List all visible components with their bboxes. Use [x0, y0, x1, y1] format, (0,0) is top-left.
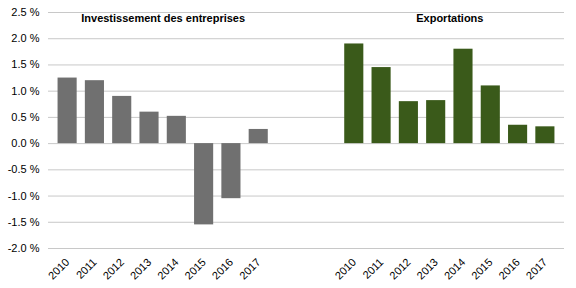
svg-text:2015: 2015 — [182, 256, 208, 282]
svg-text:2012: 2012 — [387, 256, 413, 282]
svg-text:2.0 %: 2.0 % — [11, 32, 39, 44]
svg-text:2013: 2013 — [414, 256, 440, 282]
svg-text:0.5 %: 0.5 % — [11, 111, 39, 123]
svg-text:1.0 %: 1.0 % — [11, 85, 39, 97]
svg-text:-0.5 %: -0.5 % — [8, 163, 40, 175]
svg-text:2016: 2016 — [210, 256, 236, 282]
svg-text:1.5 %: 1.5 % — [11, 58, 39, 70]
svg-text:2017: 2017 — [523, 256, 549, 282]
svg-text:2012: 2012 — [100, 256, 126, 282]
svg-text:2017: 2017 — [237, 256, 263, 282]
svg-text:2010: 2010 — [46, 256, 72, 282]
svg-text:2011: 2011 — [360, 256, 385, 281]
svg-text:2015: 2015 — [469, 256, 495, 282]
svg-text:2011: 2011 — [74, 256, 99, 281]
svg-text:2010: 2010 — [332, 256, 358, 282]
svg-text:2013: 2013 — [128, 256, 154, 282]
svg-text:-1.0 %: -1.0 % — [8, 190, 40, 202]
svg-text:2016: 2016 — [496, 256, 522, 282]
svg-text:2014: 2014 — [155, 256, 181, 282]
svg-text:2.5 %: 2.5 % — [11, 6, 39, 18]
svg-text:-2.0 %: -2.0 % — [8, 242, 40, 254]
svg-text:0.0 %: 0.0 % — [11, 137, 39, 149]
svg-text:Investissement des entreprises: Investissement des entreprises — [81, 12, 245, 24]
svg-text:2014: 2014 — [442, 256, 468, 282]
svg-text:-1.5 %: -1.5 % — [8, 216, 40, 228]
svg-text:Exportations: Exportations — [416, 12, 483, 24]
